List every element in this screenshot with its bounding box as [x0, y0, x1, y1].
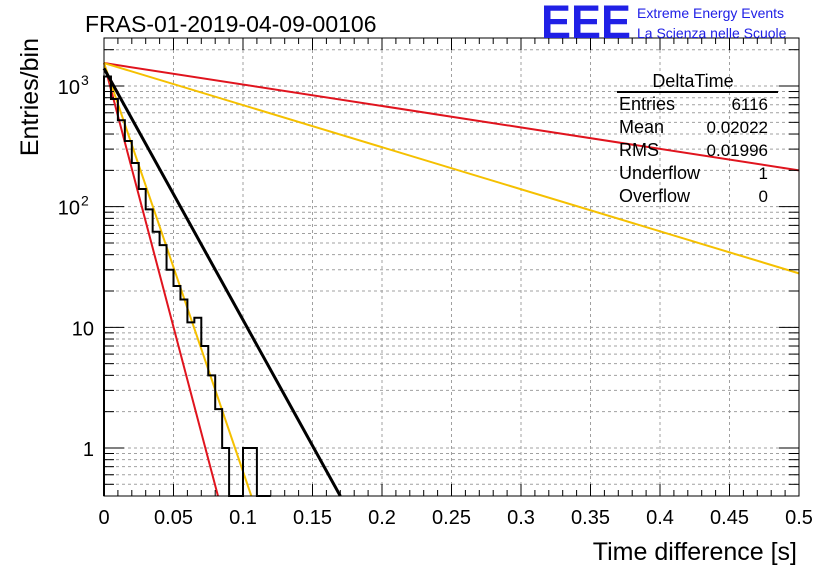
- stats-label: RMS: [619, 140, 659, 160]
- stats-label: Mean: [619, 117, 664, 137]
- y-tick-label: 1: [83, 439, 94, 461]
- x-axis-label: Time difference [s]: [593, 538, 797, 566]
- y-tick-label: 10: [58, 77, 80, 99]
- y-tick-exponent: 2: [81, 193, 89, 209]
- chart-title: FRAS-01-2019-04-09-00106: [85, 11, 377, 37]
- reference-line: [103, 62, 800, 172]
- stats-label: Overflow: [619, 186, 691, 206]
- x-tick-label: 0.1: [229, 507, 257, 529]
- stats-title: DeltaTime: [652, 71, 733, 91]
- stats-value: 0: [759, 187, 768, 206]
- x-tick-label: 0.35: [571, 507, 610, 529]
- x-tick-label: 0.5: [785, 507, 813, 529]
- reference-line: [103, 62, 253, 497]
- eee-logo: EEE: [541, 0, 631, 48]
- y-tick-label: 10: [58, 198, 80, 220]
- stats-value: 0.01996: [707, 141, 768, 160]
- y-tick-label: 10: [72, 318, 94, 340]
- x-tick-label: 0.2: [368, 507, 396, 529]
- x-tick-label: 0.45: [710, 507, 749, 529]
- reference-lines: [103, 62, 800, 497]
- logo-tagline-2: La Scienza nelle Scuole: [637, 25, 787, 41]
- x-tick-label: 0.05: [154, 507, 193, 529]
- stats-box: DeltaTime Entries 6116 Mean 0.02022 RMS …: [617, 71, 778, 206]
- stats-value: 0.02022: [707, 118, 768, 137]
- x-tick-label: 0.4: [646, 507, 674, 529]
- x-tick-label: 0.25: [432, 507, 471, 529]
- exponential-fit: [102, 67, 342, 497]
- grid: [104, 38, 799, 497]
- y-tick-exponent: 3: [81, 72, 89, 88]
- tick-labels: 0 0.05 0.1 0.15 0.2 0.25 0.3 0.35 0.4 0.45 0.51101…: [58, 72, 813, 529]
- fit-line: [102, 67, 342, 497]
- stats-label: Underflow: [619, 163, 701, 183]
- axis-ticks: [103, 38, 800, 497]
- y-axis-label: Entries/bin: [16, 38, 44, 156]
- reference-line: [103, 62, 219, 497]
- stats-label: Entries: [619, 94, 675, 114]
- x-tick-label: 0: [98, 507, 109, 529]
- x-tick-label: 0.15: [293, 507, 332, 529]
- logo-tagline-1: Extreme Energy Events: [637, 5, 784, 21]
- x-tick-label: 0.3: [507, 507, 535, 529]
- reference-line: [103, 62, 800, 275]
- stats-value: 1: [759, 164, 768, 183]
- stats-value: 6116: [731, 95, 768, 114]
